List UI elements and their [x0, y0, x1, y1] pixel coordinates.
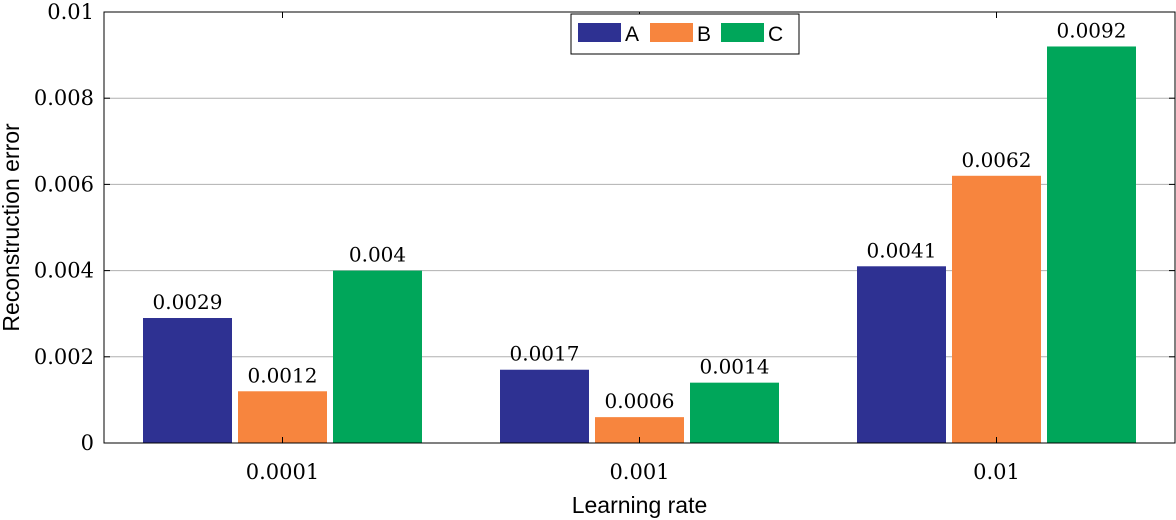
data-label: 0.0012 [248, 363, 318, 387]
legend-swatch-C [721, 23, 764, 42]
x-tick-label: 0.0001 [246, 460, 319, 484]
x-axis-label: Learning rate [572, 492, 708, 518]
bar-C-0.0001 [333, 270, 422, 443]
legend-label-B: B [697, 23, 711, 46]
y-tick-label: 0.006 [34, 172, 94, 196]
data-label: 0.0062 [962, 148, 1032, 172]
data-label: 0.004 [349, 243, 406, 267]
bar-B-0.01 [952, 175, 1041, 443]
legend-swatch-B [650, 23, 693, 42]
y-tick-label: 0 [81, 431, 94, 455]
x-tick-label: 0.001 [609, 460, 669, 484]
legend-label-C: C [768, 23, 783, 46]
bars [143, 46, 1136, 443]
legend: A B C [570, 13, 800, 55]
y-tick-label: 0.008 [34, 86, 94, 110]
bar-B-0.0001 [238, 391, 327, 443]
y-tick-label: 0.002 [34, 345, 94, 369]
data-label: 0.0092 [1057, 18, 1127, 42]
bar-C-0.01 [1047, 46, 1136, 443]
legend-label-A: A [625, 23, 639, 46]
data-label: 0.0014 [700, 355, 770, 379]
y-axis-label: Reconstruction error [0, 123, 24, 332]
data-labels: 0.0029 0.0012 0.004 0.0017 0.0006 0.0014 0.004… [153, 18, 1127, 413]
legend-swatch-A [578, 23, 621, 42]
data-label: 0.0029 [153, 290, 223, 314]
data-label: 0.0017 [510, 342, 580, 366]
bar-A-0.0001 [143, 318, 232, 443]
x-tick-label: 0.01 [973, 460, 1020, 484]
y-tick-label: 0.004 [34, 259, 94, 283]
y-tick-label: 0.01 [47, 0, 94, 24]
data-label: 0.0041 [867, 238, 937, 262]
axis-ticks: 0 0.002 0.004 0.006 0.008 0.01 0.0001 0.001 0.01 [34, 0, 1175, 484]
bar-A-0.01 [857, 266, 946, 443]
data-label: 0.0006 [605, 389, 675, 413]
bar-C-0.001 [690, 382, 779, 443]
bar-A-0.001 [500, 369, 589, 443]
